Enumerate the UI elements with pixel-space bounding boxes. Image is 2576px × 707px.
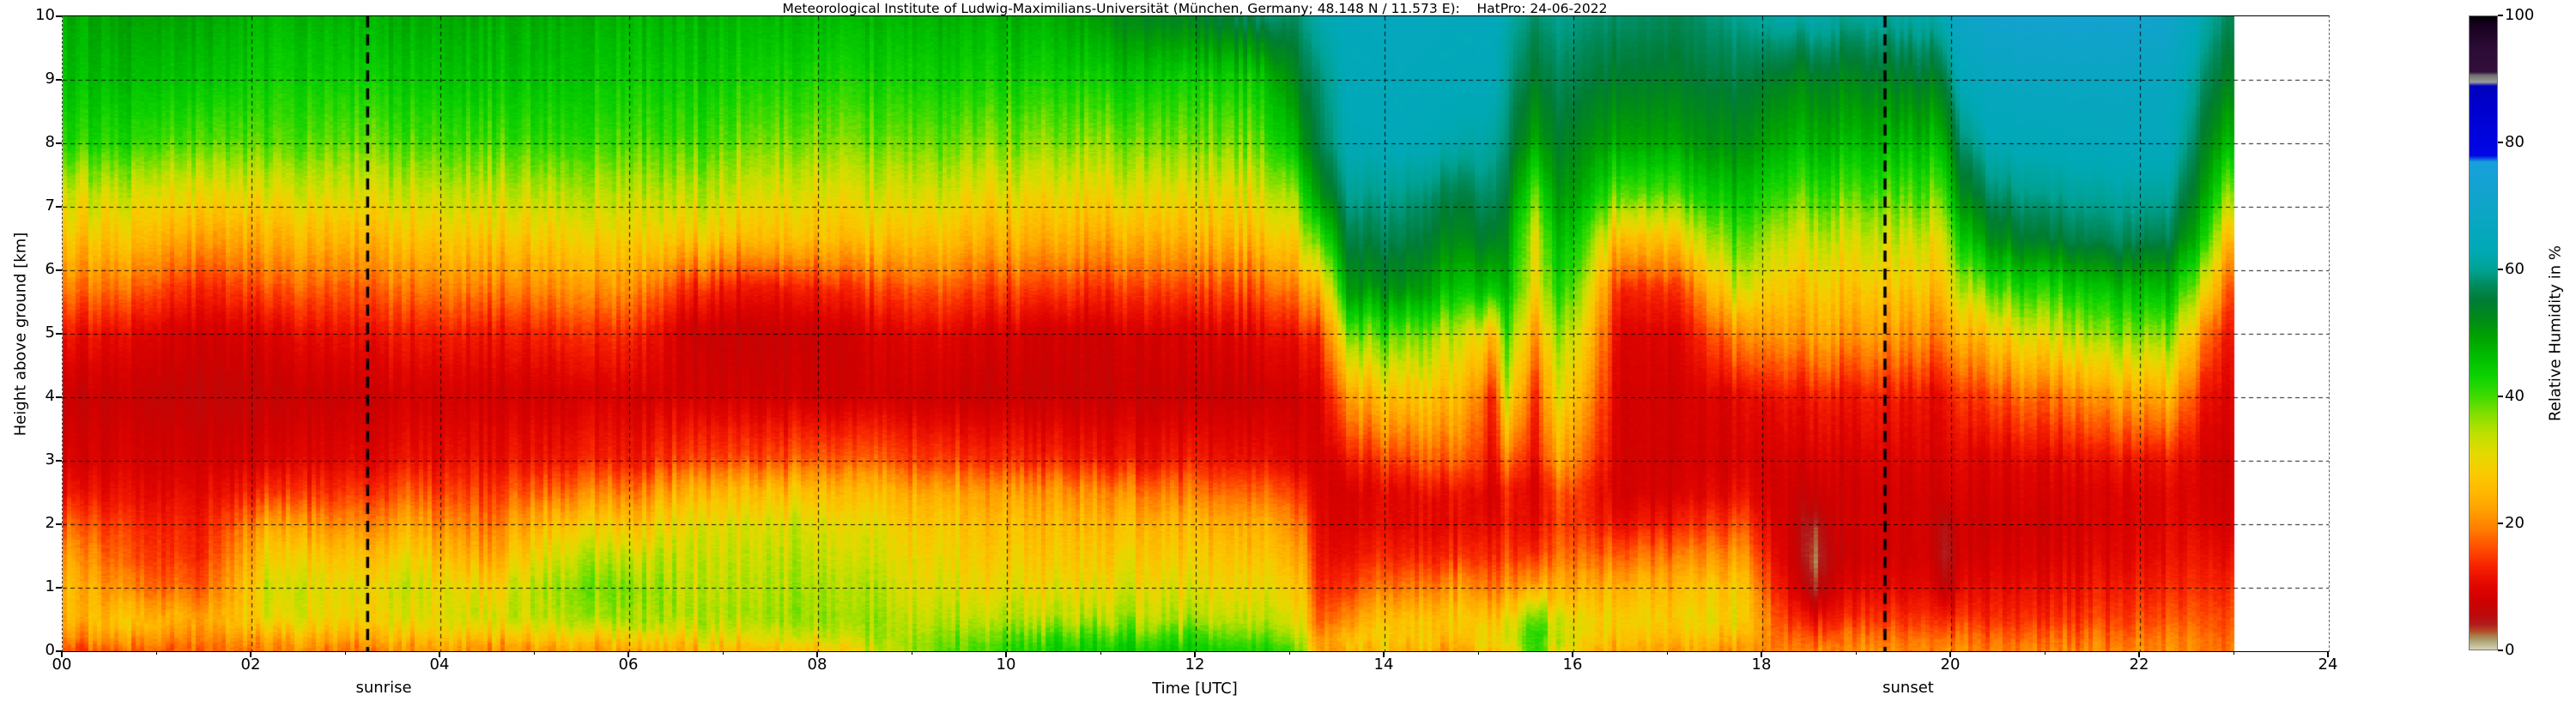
y-tick-label: 10	[35, 6, 55, 24]
y-tick-mark	[56, 650, 62, 652]
y-tick-mark	[56, 142, 62, 144]
x-tick-label: 16	[1562, 656, 1583, 674]
x-tick-label: 10	[996, 656, 1016, 674]
x-minor-tick-mark	[1856, 651, 1857, 655]
x-tick-label: 04	[429, 656, 450, 674]
y-tick-mark	[56, 206, 62, 208]
y-tick-label: 9	[45, 69, 55, 88]
x-tick-label: 06	[618, 656, 639, 674]
colorbar-tick-mark	[2498, 15, 2503, 16]
x-minor-tick-mark	[2045, 651, 2046, 655]
colorbar	[2469, 15, 2498, 650]
y-tick-mark	[56, 79, 62, 81]
x-minor-tick-mark	[345, 651, 346, 655]
sunrise-annotation: sunrise	[355, 679, 412, 697]
y-tick-label: 3	[45, 450, 55, 468]
y-tick-label: 5	[45, 323, 55, 341]
x-tick-label: 14	[1373, 656, 1394, 674]
plot-area	[62, 15, 2330, 652]
x-tick-mark	[250, 651, 252, 657]
x-tick-mark	[1383, 651, 1385, 657]
x-tick-label: 22	[2129, 656, 2149, 674]
humidity-heatmap-canvas	[63, 16, 2329, 651]
y-tick-mark	[56, 15, 62, 17]
colorbar-tick-mark	[2498, 269, 2503, 270]
x-tick-label: 24	[2318, 656, 2338, 674]
y-tick-mark	[56, 460, 62, 462]
colorbar-tick-label: 100	[2505, 6, 2535, 24]
colorbar-label: Relative Humidity in %	[2546, 245, 2565, 421]
x-tick-label: 08	[807, 656, 827, 674]
x-tick-label: 20	[1940, 656, 1961, 674]
x-tick-label: 02	[240, 656, 261, 674]
x-tick-mark	[627, 651, 629, 657]
x-minor-tick-mark	[156, 651, 157, 655]
x-tick-mark	[61, 651, 63, 657]
x-tick-mark	[1194, 651, 1196, 657]
y-tick-label: 4	[45, 387, 55, 405]
colorbar-tick-label: 80	[2505, 133, 2524, 151]
y-tick-label: 6	[45, 260, 55, 278]
x-minor-tick-mark	[1289, 651, 1290, 655]
y-tick-label: 0	[45, 641, 55, 659]
x-minor-tick-mark	[1667, 651, 1668, 655]
x-minor-tick-mark	[1100, 651, 1101, 655]
x-tick-label: 12	[1185, 656, 1205, 674]
x-minor-tick-mark	[723, 651, 724, 655]
x-tick-label: 00	[52, 656, 72, 674]
x-tick-mark	[1761, 651, 1762, 657]
y-tick-mark	[56, 523, 62, 525]
y-tick-mark	[56, 269, 62, 271]
sunset-annotation: sunset	[1882, 679, 1934, 697]
y-tick-label: 7	[45, 196, 55, 215]
y-tick-mark	[56, 587, 62, 589]
chart-title: Meteorological Institute of Ludwig-Maxim…	[782, 1, 1608, 16]
colorbar-tick-label: 20	[2505, 514, 2524, 532]
x-tick-mark	[1572, 651, 1573, 657]
colorbar-tick-label: 40	[2505, 387, 2524, 405]
y-tick-mark	[56, 333, 62, 335]
y-tick-label: 8	[45, 133, 55, 151]
x-tick-mark	[2327, 651, 2329, 657]
x-tick-mark	[2138, 651, 2140, 657]
y-tick-mark	[56, 396, 62, 398]
x-minor-tick-mark	[1478, 651, 1479, 655]
colorbar-tick-label: 60	[2505, 260, 2524, 278]
x-tick-label: 18	[1751, 656, 1772, 674]
colorbar-tick-mark	[2498, 650, 2503, 651]
colorbar-tick-mark	[2498, 523, 2503, 524]
x-tick-mark	[1949, 651, 1951, 657]
colorbar-tick-mark	[2498, 142, 2503, 143]
x-axis-label: Time [UTC]	[1152, 680, 1238, 698]
x-minor-tick-mark	[534, 651, 535, 655]
colorbar-tick-mark	[2498, 396, 2503, 397]
x-tick-mark	[816, 651, 818, 657]
y-tick-label: 1	[45, 577, 55, 595]
x-tick-mark	[439, 651, 440, 657]
colorbar-tick-label: 0	[2505, 641, 2515, 659]
y-tick-label: 2	[45, 514, 55, 532]
x-tick-mark	[1005, 651, 1007, 657]
